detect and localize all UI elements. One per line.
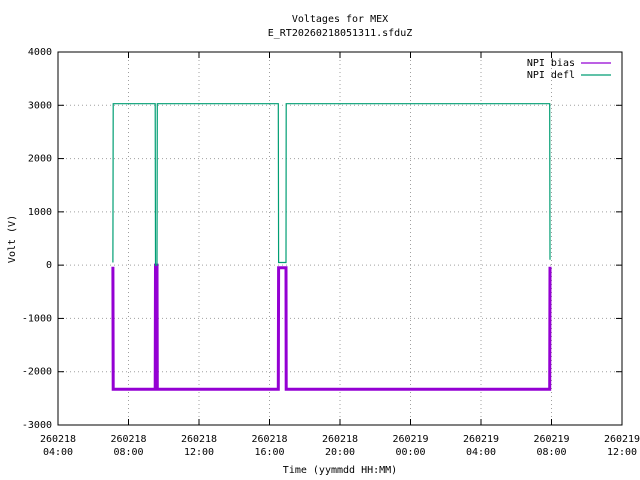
x-tick-label: 260219 (463, 434, 499, 445)
x-tick-label: 08:00 (536, 447, 566, 458)
x-tick-label: 12:00 (607, 447, 637, 458)
x-tick-label: 260219 (392, 434, 428, 445)
y-tick-label: 2000 (28, 154, 52, 165)
y-axis-label: Volt (V) (7, 215, 18, 263)
legend-label: NPI bias (527, 58, 575, 69)
y-tick-label: 4000 (28, 47, 52, 58)
x-tick-label: 00:00 (395, 447, 425, 458)
x-tick-label: 260219 (533, 434, 569, 445)
y-tick-label: -1000 (22, 313, 52, 324)
y-tick-label: -3000 (22, 420, 52, 431)
series-line (111, 263, 552, 391)
x-axis-label: Time (yymmdd HH:MM) (283, 465, 397, 476)
x-tick-label: 260218 (322, 434, 358, 445)
y-tick-label: 0 (46, 260, 52, 271)
x-tick-label: 04:00 (43, 447, 73, 458)
x-tick-label: 260219 (604, 434, 640, 445)
legend-label: NPI defl (527, 70, 575, 81)
x-tick-label: 260218 (251, 434, 287, 445)
x-tick-label: 260218 (181, 434, 217, 445)
plot-border (57, 51, 623, 426)
y-tick-label: -2000 (22, 367, 52, 378)
x-tick-label: 260218 (40, 434, 76, 445)
y-tick-label: 1000 (28, 207, 52, 218)
x-tick-label: 16:00 (254, 447, 284, 458)
chart-subtitle: E_RT20260218051311.sfduZ (268, 28, 413, 39)
y-tick-label: 3000 (28, 100, 52, 111)
x-tick-label: 260218 (110, 434, 146, 445)
chart-title: Voltages for MEX (292, 14, 388, 25)
series-line (112, 103, 551, 266)
x-tick-label: 04:00 (466, 447, 496, 458)
x-tick-label: 20:00 (325, 447, 355, 458)
x-tick-label: 12:00 (184, 447, 214, 458)
x-tick-label: 08:00 (113, 447, 143, 458)
